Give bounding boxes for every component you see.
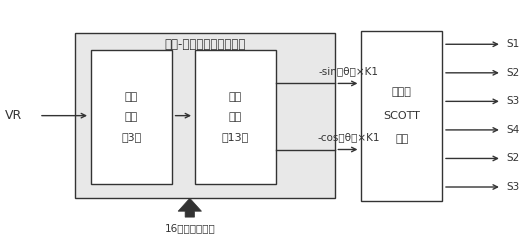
Text: 细分: 细分 (229, 112, 242, 122)
Text: -sin（θ）×K1: -sin（θ）×K1 (318, 66, 379, 76)
Text: 16位数字角度量: 16位数字角度量 (164, 223, 215, 233)
FancyArrow shape (178, 198, 202, 217)
Text: 高3位: 高3位 (121, 132, 141, 142)
Text: 低13位: 低13位 (222, 132, 249, 142)
Text: VR: VR (5, 109, 22, 122)
Text: S2': S2' (506, 153, 520, 164)
Text: 电路: 电路 (229, 92, 242, 102)
Text: 电路: 电路 (125, 92, 138, 102)
Text: S3: S3 (506, 96, 519, 106)
Text: 数字-正余弦信号转换电路: 数字-正余弦信号转换电路 (165, 38, 246, 51)
Text: 粗分: 粗分 (125, 112, 138, 122)
Bar (91, 50, 172, 184)
Text: 电子: 电子 (395, 134, 408, 144)
Text: S4: S4 (506, 125, 519, 135)
Bar (75, 33, 335, 198)
Bar (361, 31, 442, 201)
Text: S1: S1 (506, 39, 519, 49)
Bar (195, 50, 276, 184)
Text: S2: S2 (506, 68, 519, 78)
Text: 变压器: 变压器 (392, 87, 412, 97)
Text: SCOTT: SCOTT (383, 111, 420, 121)
Text: -cos（θ）×K1: -cos（θ）×K1 (317, 132, 380, 143)
Text: S3': S3' (506, 182, 520, 192)
